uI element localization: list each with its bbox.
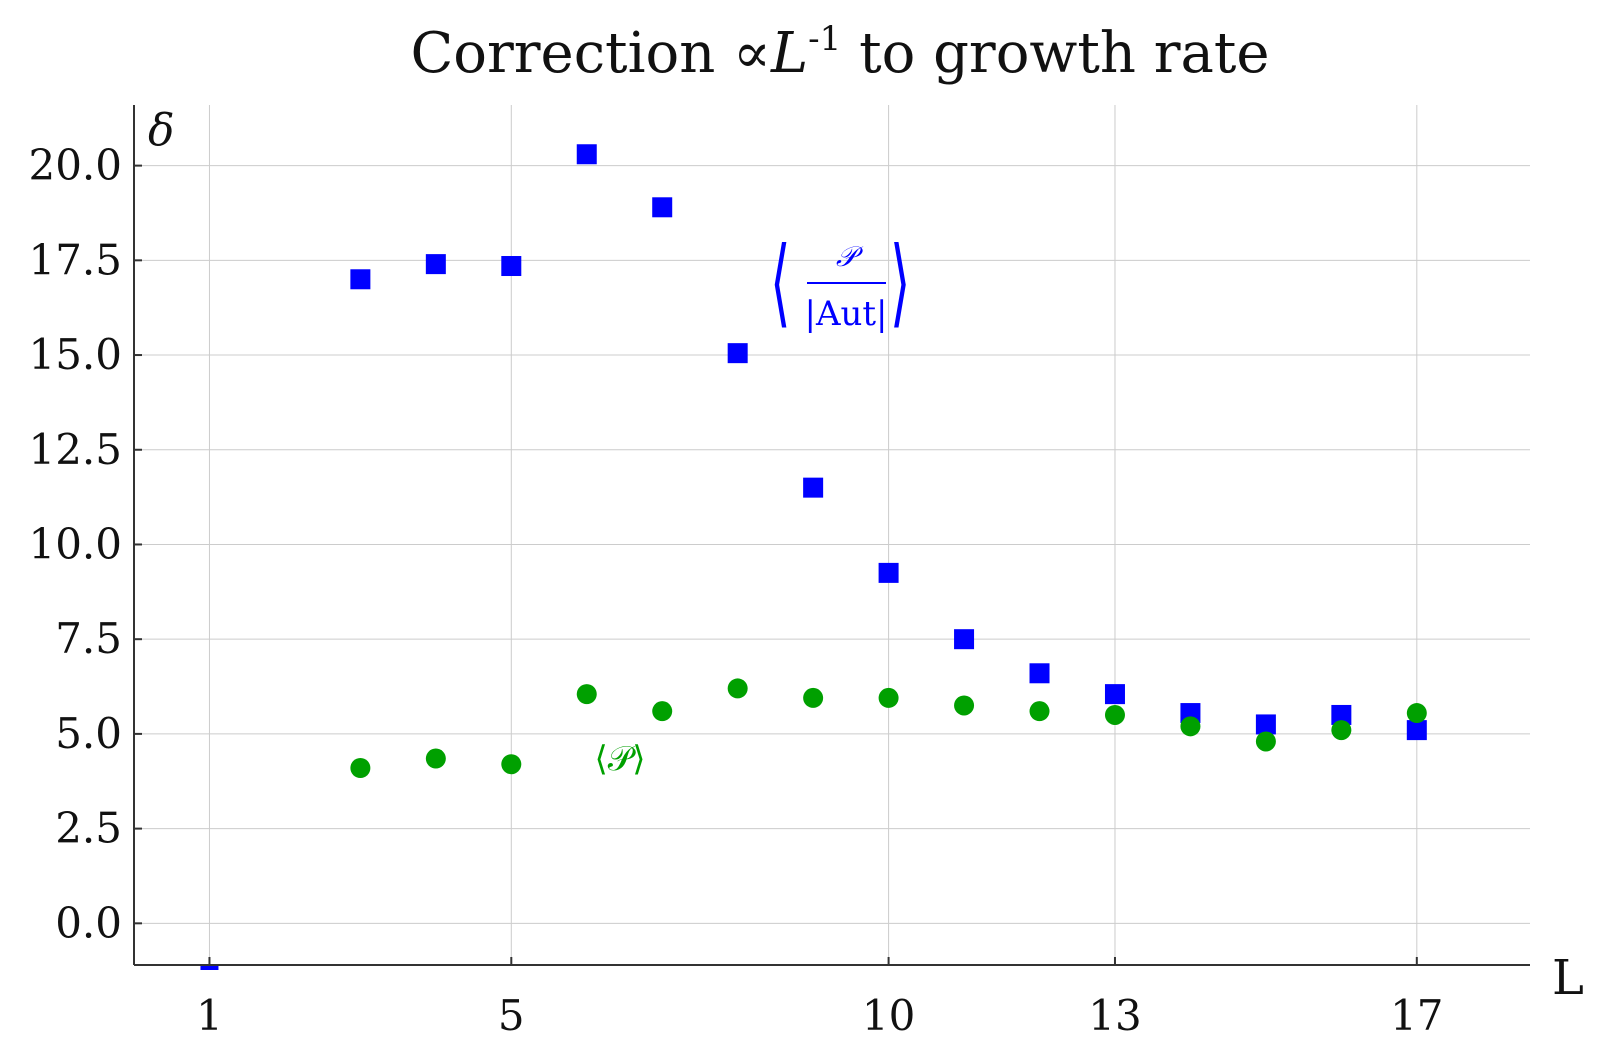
series-blue-squares bbox=[200, 144, 1427, 970]
y-tick-label-8: 20.0 bbox=[28, 141, 122, 190]
y-tick-label-5: 12.5 bbox=[28, 425, 122, 474]
blue-point-1 bbox=[350, 269, 371, 290]
green-point-11 bbox=[1180, 716, 1201, 737]
green-point-5 bbox=[727, 678, 748, 699]
blue-point-15 bbox=[1406, 720, 1427, 741]
blue-annotation-denominator: |Aut| bbox=[804, 294, 887, 334]
y-tick-label-3: 7.5 bbox=[55, 614, 122, 663]
x-axis-label: L bbox=[1552, 950, 1584, 1006]
green-point-10 bbox=[1104, 704, 1125, 725]
blue-point-14 bbox=[1331, 704, 1352, 725]
axes bbox=[133, 105, 1530, 966]
green-point-3 bbox=[576, 684, 597, 705]
y-tick-label-7: 17.5 bbox=[28, 235, 122, 284]
title-var: L bbox=[770, 21, 808, 86]
green-point-8 bbox=[954, 695, 975, 716]
y-tick-label-0: 0.0 bbox=[55, 898, 122, 947]
x-tick-label-0: 1 bbox=[196, 991, 223, 1040]
blue-point-0 bbox=[200, 966, 219, 970]
blue-series-annotation: ⟨ 𝒫 |Aut| ⟩ bbox=[770, 227, 911, 339]
x-tick-label-4: 17 bbox=[1390, 991, 1443, 1040]
green-point-7 bbox=[878, 687, 899, 708]
blue-annotation-left-bracket: ⟨ bbox=[770, 227, 791, 339]
green-point-13 bbox=[1331, 720, 1352, 741]
ticks: 1 5 10 13 17 0.0 2.5 5.0 7.5 10.0 12.5 15.0 17.5 20.0 bbox=[28, 141, 1443, 1040]
blue-point-9 bbox=[954, 629, 975, 650]
blue-annotation-numerator: 𝒫 bbox=[836, 240, 864, 273]
green-point-14 bbox=[1406, 703, 1427, 724]
green-point-4 bbox=[652, 701, 673, 722]
green-point-9 bbox=[1029, 701, 1050, 722]
blue-point-11 bbox=[1104, 684, 1125, 705]
y-tick-label-6: 15.0 bbox=[28, 330, 122, 379]
green-point-1 bbox=[425, 748, 446, 769]
green-point-6 bbox=[803, 687, 824, 708]
title-exponent: -1 bbox=[808, 19, 841, 59]
blue-point-13 bbox=[1255, 714, 1276, 735]
y-axis-label: δ bbox=[148, 105, 175, 156]
y-tick-label-4: 10.0 bbox=[28, 519, 122, 568]
green-point-12 bbox=[1255, 731, 1276, 752]
green-point-0 bbox=[350, 757, 371, 778]
blue-point-4 bbox=[576, 144, 597, 165]
y-tick-label-1: 2.5 bbox=[55, 804, 122, 853]
blue-point-8 bbox=[878, 562, 899, 583]
y-tick-label-2: 5.0 bbox=[55, 709, 122, 758]
blue-annotation-right-bracket: ⟩ bbox=[890, 227, 911, 339]
data-marks bbox=[200, 144, 1427, 970]
title-suffix: to growth rate bbox=[841, 21, 1269, 86]
series-green-circles bbox=[350, 678, 1427, 778]
blue-point-10 bbox=[1029, 663, 1050, 684]
blue-point-3 bbox=[501, 256, 522, 277]
grid bbox=[134, 105, 1530, 965]
blue-point-2 bbox=[425, 254, 446, 275]
green-series-annotation: ⟨𝒫⟩ bbox=[594, 739, 645, 779]
title-prefix: Correction ∝ bbox=[410, 21, 771, 86]
chart-title: Correction ∝L-1 to growth rate bbox=[410, 19, 1269, 86]
blue-point-7 bbox=[803, 477, 824, 498]
green-point-2 bbox=[501, 754, 522, 775]
blue-point-6 bbox=[727, 343, 748, 364]
x-tick-label-3: 13 bbox=[1088, 991, 1141, 1040]
blue-point-5 bbox=[652, 197, 673, 218]
x-tick-label-1: 5 bbox=[498, 991, 525, 1040]
x-tick-label-2: 10 bbox=[862, 991, 915, 1040]
